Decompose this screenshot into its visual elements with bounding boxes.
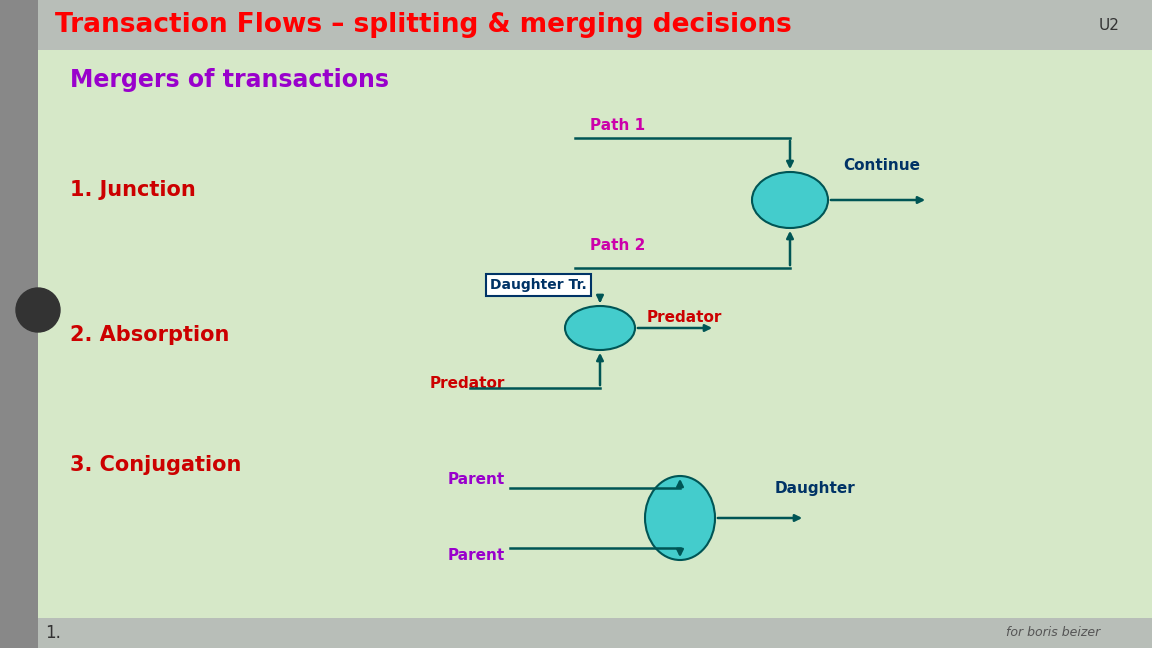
Text: Daughter Tr.: Daughter Tr. bbox=[490, 278, 586, 292]
Text: Daughter: Daughter bbox=[775, 481, 856, 496]
Text: Predator: Predator bbox=[647, 310, 722, 325]
Text: Predator: Predator bbox=[430, 375, 506, 391]
Bar bbox=[38, 0, 1152, 50]
Text: for boris beizer: for boris beizer bbox=[1006, 627, 1100, 640]
Circle shape bbox=[16, 288, 60, 332]
Text: Parent: Parent bbox=[448, 548, 505, 564]
Bar bbox=[0, 0, 38, 648]
Text: 2. Absorption: 2. Absorption bbox=[70, 325, 229, 345]
Ellipse shape bbox=[564, 306, 635, 350]
Bar bbox=[38, 618, 1152, 648]
Ellipse shape bbox=[752, 172, 828, 228]
Ellipse shape bbox=[645, 476, 715, 560]
Text: Continue: Continue bbox=[843, 157, 920, 172]
Text: Path 1: Path 1 bbox=[590, 117, 645, 132]
Text: Parent: Parent bbox=[448, 472, 505, 487]
Text: Path 2: Path 2 bbox=[590, 238, 645, 253]
Text: Mergers of transactions: Mergers of transactions bbox=[70, 68, 389, 92]
Text: 1.: 1. bbox=[45, 624, 61, 642]
Text: 3. Conjugation: 3. Conjugation bbox=[70, 455, 242, 475]
Text: 1. Junction: 1. Junction bbox=[70, 180, 196, 200]
Text: Transaction Flows – splitting & merging decisions: Transaction Flows – splitting & merging … bbox=[55, 12, 791, 38]
Text: U2: U2 bbox=[1099, 17, 1120, 32]
